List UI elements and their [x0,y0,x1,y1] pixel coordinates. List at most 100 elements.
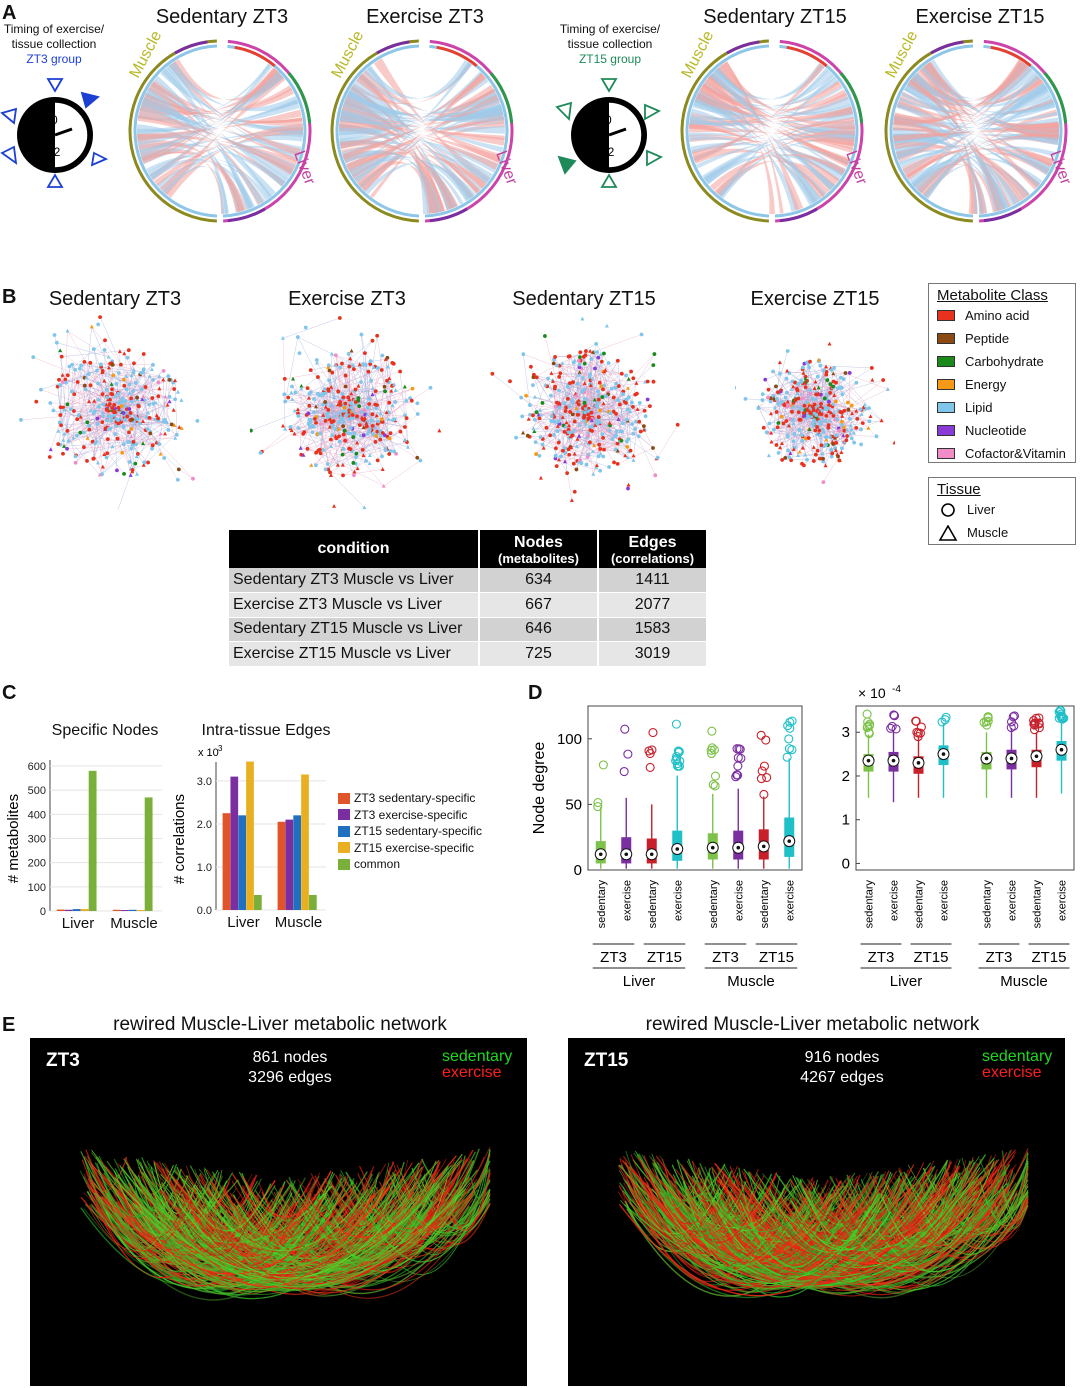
network-node-liver [327,368,332,373]
network-node-liver [167,377,172,382]
network-node-muscle [587,424,592,429]
network-node-liver [514,435,518,440]
network-node-liver [553,384,558,389]
network-node-liver [328,470,332,475]
network-node-muscle [551,379,556,383]
network-node-liver [562,401,567,406]
box-median-dot [675,847,680,851]
network-node-liver [312,410,316,414]
network-edge [399,371,409,448]
network-node-liver [538,435,543,440]
network-edge [319,390,324,434]
network-node-liver [123,404,127,409]
network-node-liver [533,440,538,445]
network-edge [327,366,389,390]
legend-swatch [338,809,350,821]
network-node-liver [297,351,302,356]
network-node-liver [633,427,637,431]
network-edge [808,429,822,446]
network-node-liver [67,364,72,369]
y-tick-label: 2.0 [197,819,212,831]
network-node-liver [341,424,346,429]
network-node-liver [581,415,586,420]
network-node-liver [534,375,539,380]
network-node-liver [584,349,588,353]
network-node-liver [47,455,52,459]
rewired-edge [192,1187,273,1248]
network-node-liver [150,443,155,448]
rewired-edge [399,1195,479,1256]
network-edge [329,472,365,508]
network-node-liver [789,458,794,463]
network-edge [67,364,113,432]
circos-ribbon [141,96,293,180]
network-node-liver [388,449,393,453]
network-edge [767,432,802,436]
clock-zt15-triangles [555,78,664,188]
network-node-muscle [157,386,162,391]
network-node-liver [849,403,854,408]
y-tick-label: 0.0 [197,905,212,917]
network-node-liver [124,387,129,392]
metabolite-legend-item: Nucleotide [937,419,1067,442]
outlier-point [736,753,746,763]
network-node-liver [835,386,840,391]
network-edge [657,424,678,458]
network-node-liver [553,355,557,359]
outlier-point [913,732,923,742]
rewired-edge [274,1229,332,1265]
network-node-liver [82,445,86,450]
network-edge [387,357,393,386]
network-edge [587,410,645,438]
network-edge [352,416,421,461]
network-node-liver [817,428,822,433]
circos-ribbon [150,81,299,163]
network-node-liver [58,383,63,388]
chart-legend-label: common [354,857,401,872]
tissue-legend-title: Tissue [937,481,981,498]
network-node-muscle [84,375,89,380]
network-edge [250,401,326,431]
network-node-liver [327,378,332,383]
network-edge [106,424,172,458]
y-tick-label: 3.0 [197,776,212,788]
network-node-liver [87,427,92,432]
network-node-liver [369,378,374,383]
outlier-point [1006,722,1016,733]
network-edge [297,336,325,390]
circos-ribbon [909,78,1052,168]
network-node-liver [819,402,823,406]
network-node-liver [115,436,120,441]
circos-title-4: Exercise ZT15 [915,6,1045,28]
network-node-liver [123,399,128,403]
network-node-liver [351,461,356,465]
network-node-muscle [329,444,334,448]
network-nodes [19,315,200,482]
network-node-liver [813,452,818,457]
network-node-liver [775,425,780,430]
network-edge [618,409,638,420]
network-node-liver [625,407,630,412]
network-node-muscle [328,473,333,478]
network-node-liver [647,404,652,409]
network-node-liver [608,411,613,416]
network-node-muscle [807,427,812,431]
network-node-liver [331,419,336,424]
network-edge [261,414,307,453]
network-node-muscle [790,404,795,409]
rewired-title-zt15: rewired Muscle-Liver metabolic network [645,1014,980,1035]
network-node-muscle [141,394,146,399]
network-node-muscle [97,472,102,477]
network-node-liver [314,358,319,362]
x-group-label: exercise [1057,880,1069,921]
network-node-liver [840,446,844,451]
network-edge [779,370,824,374]
table-cell-edges: 1583 [598,617,706,642]
network-node-liver [59,423,63,428]
network-node-liver [651,363,656,368]
network-node-liver [311,424,316,429]
outlier-point [1056,711,1066,721]
network-edge [99,317,127,377]
network-node-liver [537,453,542,458]
